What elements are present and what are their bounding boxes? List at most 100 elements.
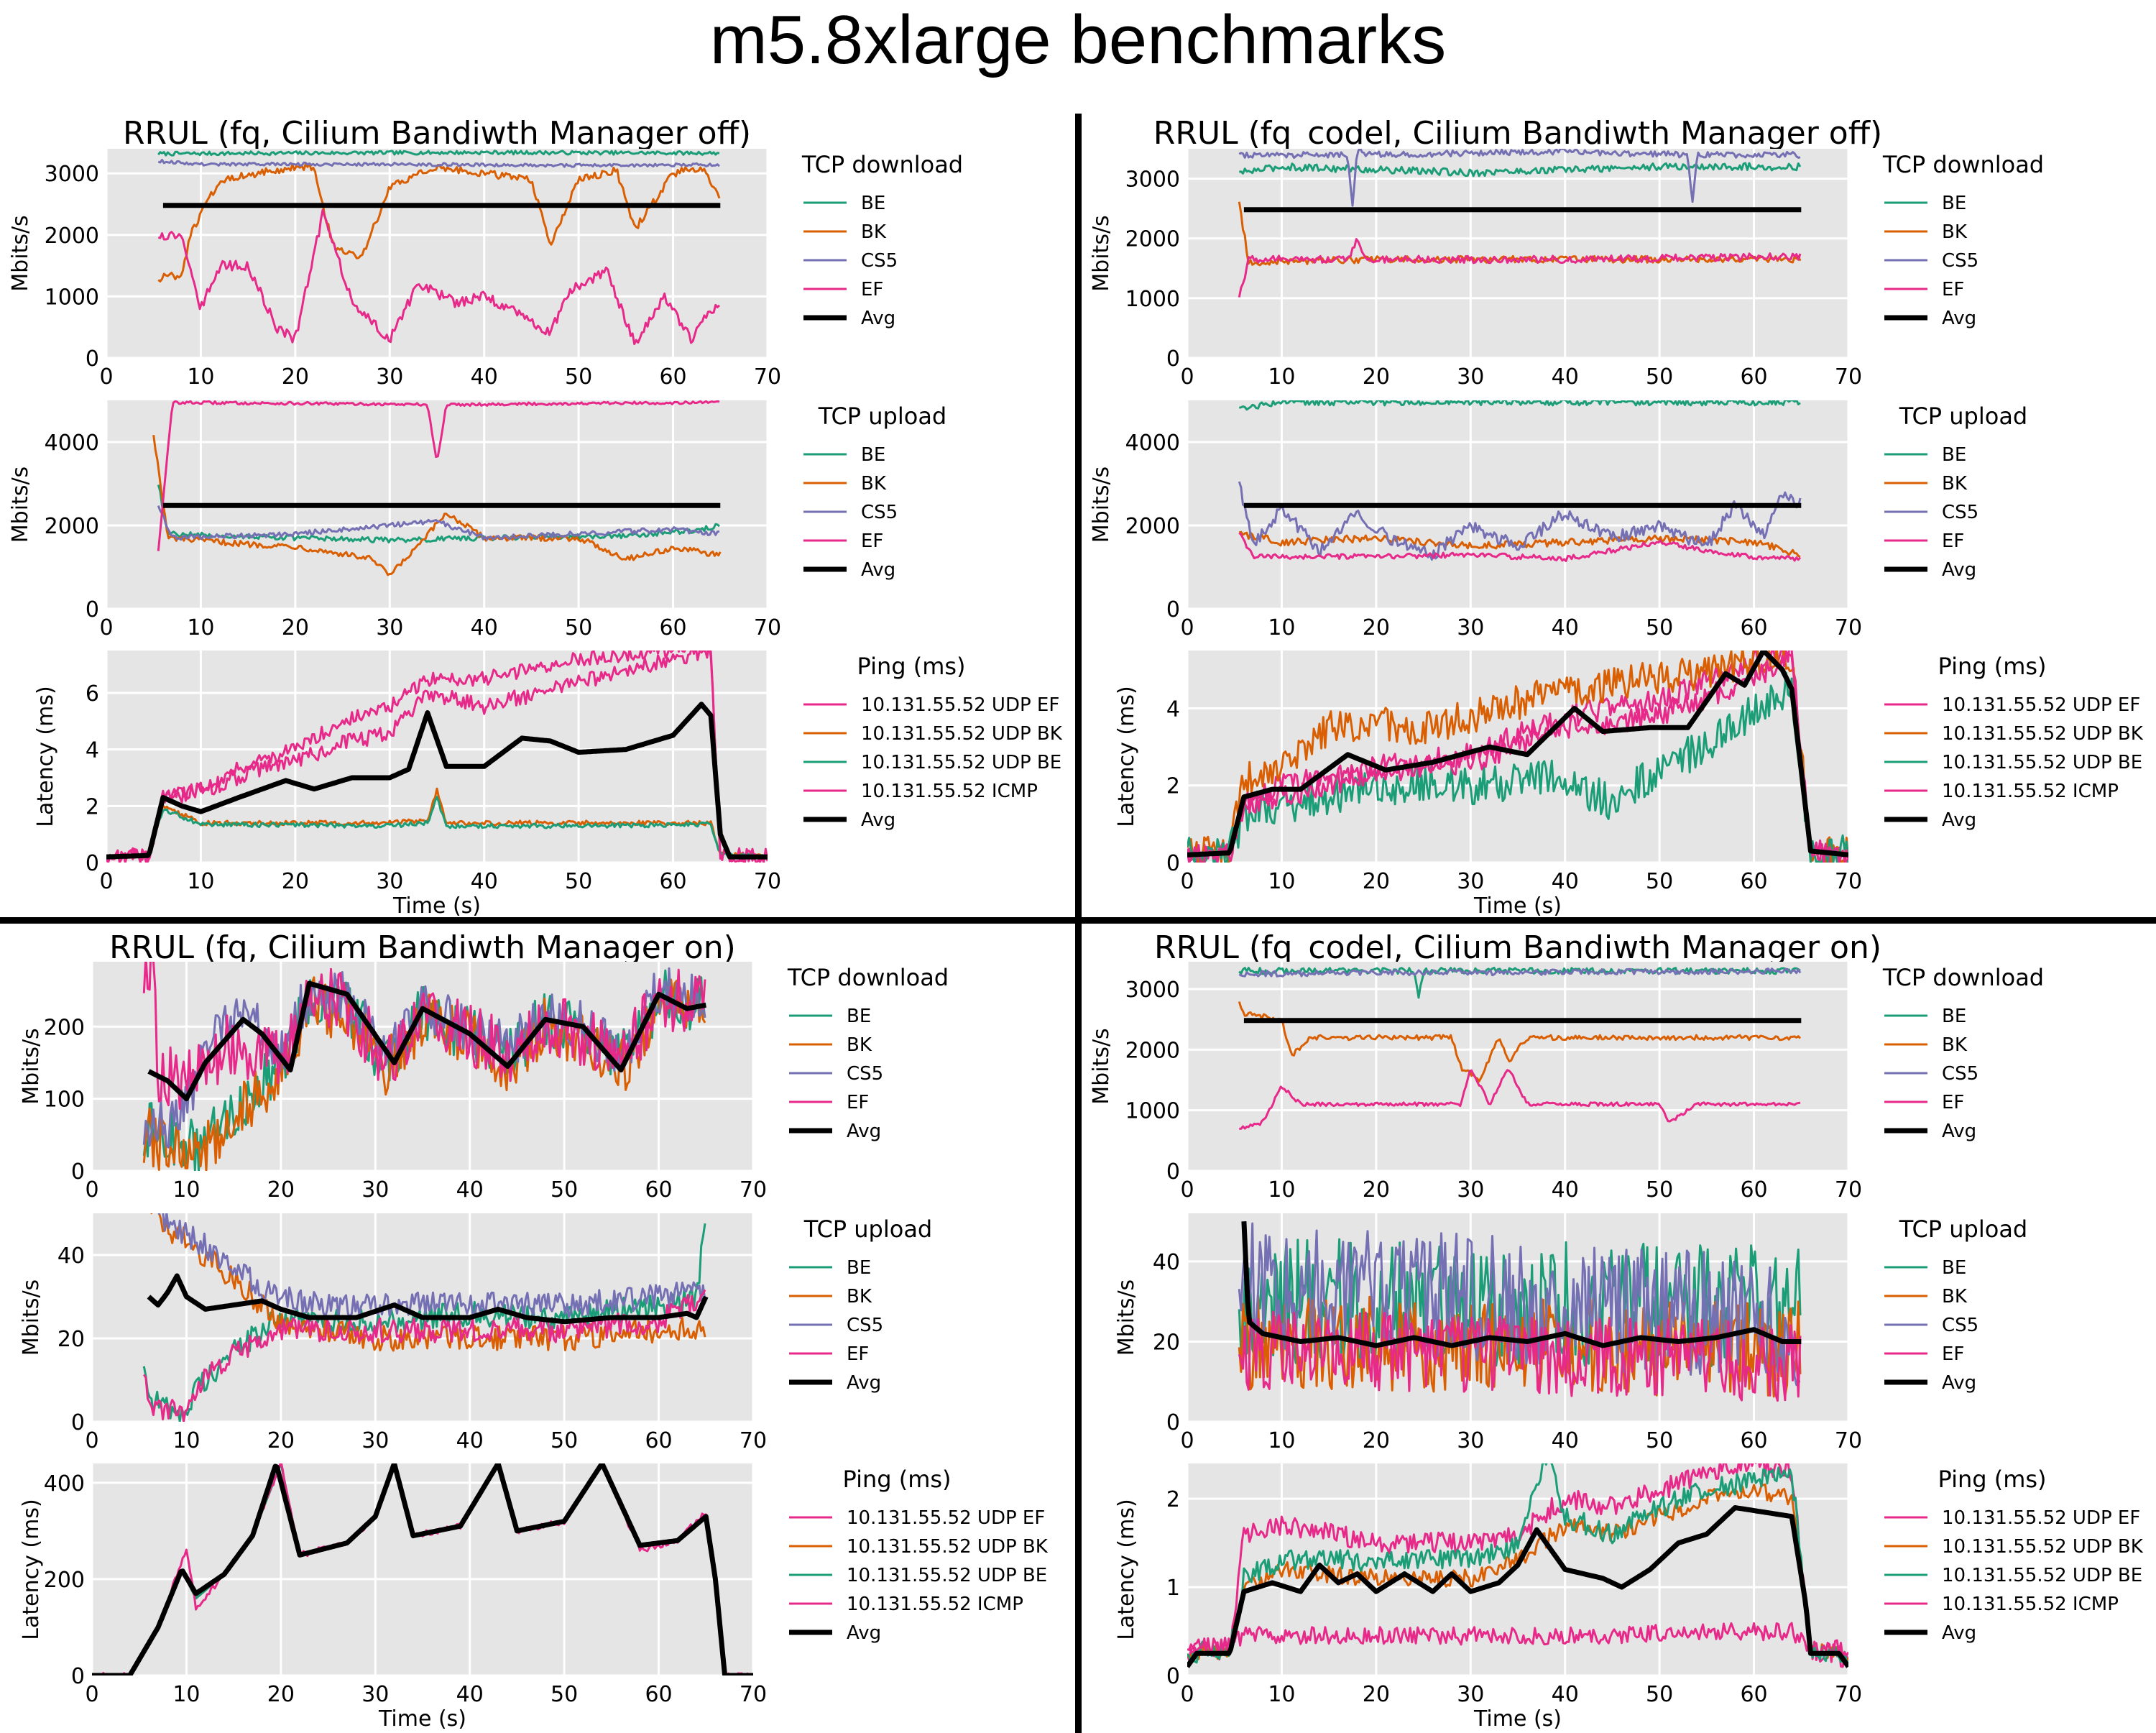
legend-entry: BE bbox=[1942, 1006, 1966, 1027]
legend: TCP upload BE BK CS5 EF Avg bbox=[1884, 403, 2027, 581]
x-tick-label: 0 bbox=[1180, 615, 1194, 640]
x-tick-label: 30 bbox=[1457, 1177, 1484, 1203]
legend-entry: BK bbox=[1942, 1034, 1968, 1056]
legend-entry: Avg bbox=[861, 809, 895, 831]
y-tick-label: 0 bbox=[71, 1664, 85, 1689]
y-tick-label: 4000 bbox=[45, 431, 99, 456]
chart-title: RRUL (fq_codel, Cilium Bandiwth Manager … bbox=[1154, 929, 1881, 966]
legend-entry: EF bbox=[847, 1343, 869, 1365]
series-line-ef bbox=[1238, 238, 1802, 298]
x-tick-label: 40 bbox=[471, 869, 498, 894]
legend-entry: Avg bbox=[1942, 809, 1976, 831]
legend-title: TCP download bbox=[1882, 964, 2044, 991]
y-tick-label: 0 bbox=[1166, 597, 1180, 622]
y-axis-label: Mbits/s bbox=[1089, 1028, 1114, 1104]
x-tick-label: 10 bbox=[172, 1428, 200, 1453]
x-tick-label: 30 bbox=[376, 364, 403, 390]
x-tick-label: 60 bbox=[1740, 1428, 1767, 1453]
x-tick-label: 40 bbox=[1552, 869, 1579, 894]
x-tick-label: 10 bbox=[187, 615, 214, 640]
panel-3: 0 10 20 30 40 50 60 70 0 1 2 Latency (ms) Time (s) Pi… bbox=[1114, 1463, 2144, 1732]
y-tick-label: 3000 bbox=[1125, 167, 1180, 193]
x-tick-label: 20 bbox=[282, 615, 309, 640]
legend: Ping (ms) 10.131.55.52 UDP EF 10.131.55.52… bbox=[1884, 653, 2144, 831]
series-line-avg bbox=[147, 980, 707, 1102]
series-line-ef bbox=[157, 208, 721, 346]
x-tick-label: 50 bbox=[1646, 364, 1673, 390]
x-tick-label: 40 bbox=[471, 364, 498, 390]
legend-title: TCP upload bbox=[1899, 403, 2027, 430]
x-tick-label: 20 bbox=[282, 869, 309, 894]
y-tick-label: 2000 bbox=[1125, 514, 1180, 539]
plot-area bbox=[1187, 962, 1848, 1171]
x-tick-label: 50 bbox=[550, 1682, 578, 1707]
x-tick-label: 20 bbox=[267, 1177, 295, 1203]
legend-entry: 10.131.55.52 ICMP bbox=[1942, 781, 2119, 802]
x-tick-label: 70 bbox=[740, 1682, 767, 1707]
y-tick-label: 2000 bbox=[1125, 227, 1180, 252]
legend: TCP download BE BK CS5 EF Avg bbox=[787, 964, 949, 1142]
legend-entry: CS5 bbox=[847, 1315, 883, 1336]
x-tick-label: 60 bbox=[1740, 1177, 1767, 1203]
x-tick-label: 30 bbox=[1457, 869, 1484, 894]
x-tick-label: 60 bbox=[645, 1177, 672, 1203]
y-tick-label: 0 bbox=[86, 597, 99, 622]
legend-entry: EF bbox=[1942, 279, 1964, 300]
x-tick-label: 40 bbox=[1552, 1177, 1579, 1203]
legend-title: Ping (ms) bbox=[1938, 653, 2046, 680]
series-line-10-131-55-52-udp-ef bbox=[1187, 651, 1848, 863]
x-tick-label: 10 bbox=[1268, 869, 1295, 894]
x-tick-label: 0 bbox=[85, 1428, 98, 1453]
chart-q3: RRUL (fq, Cilium Bandiwth Manager on) 0 10… bbox=[19, 929, 1049, 1732]
plot-area bbox=[1187, 149, 1848, 358]
x-tick-label: 70 bbox=[740, 1177, 767, 1203]
legend-entry: 10.131.55.52 UDP BE bbox=[1942, 752, 2142, 773]
y-tick-label: 1000 bbox=[1125, 1099, 1180, 1124]
legend-entry: 10.131.55.52 UDP BE bbox=[847, 1565, 1047, 1586]
x-tick-label: 20 bbox=[267, 1682, 295, 1707]
y-axis-label: Latency (ms) bbox=[1114, 686, 1139, 827]
panel-2: 0 10 20 30 40 50 60 70 0 2000 4000 Mbits/s TCP uploa… bbox=[8, 400, 946, 640]
x-tick-label: 0 bbox=[1180, 869, 1194, 894]
y-axis-label: Mbits/s bbox=[1089, 215, 1114, 291]
y-tick-label: 6 bbox=[86, 681, 99, 707]
x-tick-label: 0 bbox=[99, 869, 113, 894]
legend: Ping (ms) 10.131.55.52 UDP EF 10.131.55.52… bbox=[803, 653, 1063, 831]
series-line-ef bbox=[1239, 1069, 1801, 1130]
x-tick-label: 60 bbox=[1740, 1682, 1767, 1707]
legend-entry: Avg bbox=[1942, 1121, 1976, 1142]
x-tick-label: 20 bbox=[267, 1428, 295, 1453]
x-tick-label: 30 bbox=[361, 1682, 389, 1707]
y-tick-label: 0 bbox=[1166, 851, 1180, 876]
legend: TCP upload BE BK CS5 EF Avg bbox=[789, 1215, 932, 1394]
series-line-10-131-55-52-icmp bbox=[1187, 1622, 1848, 1659]
legend-entry: BK bbox=[1942, 473, 1968, 495]
x-tick-label: 10 bbox=[1268, 1682, 1295, 1707]
y-tick-label: 200 bbox=[44, 1015, 85, 1040]
x-tick-label: 50 bbox=[1646, 1428, 1673, 1453]
legend-entry: 10.131.55.52 UDP EF bbox=[1942, 694, 2140, 716]
legend: TCP upload BE BK CS5 EF Avg bbox=[803, 403, 946, 581]
y-tick-label: 20 bbox=[1153, 1330, 1180, 1355]
series-line-cs5 bbox=[1238, 149, 1801, 207]
legend: Ping (ms) 10.131.55.52 UDP EF 10.131.55.52… bbox=[1884, 1466, 2144, 1644]
legend-entry: 10.131.55.52 UDP BK bbox=[847, 1536, 1049, 1558]
x-tick-label: 60 bbox=[1740, 615, 1767, 640]
legend-title: TCP upload bbox=[818, 403, 946, 430]
x-axis-label: Time (s) bbox=[1473, 893, 1562, 919]
legend-entry: 10.131.55.52 ICMP bbox=[861, 781, 1038, 802]
y-tick-label: 2 bbox=[1166, 774, 1180, 799]
y-tick-label: 40 bbox=[1153, 1250, 1180, 1275]
series-line-ef bbox=[1238, 532, 1802, 562]
x-tick-label: 30 bbox=[1457, 1428, 1484, 1453]
legend-entry: 10.131.55.52 UDP BE bbox=[1942, 1565, 2142, 1586]
x-axis-label: Time (s) bbox=[392, 893, 481, 919]
x-tick-label: 10 bbox=[1268, 1428, 1295, 1453]
legend-entry: EF bbox=[847, 1092, 869, 1113]
legend-entry: Avg bbox=[1942, 1622, 1976, 1644]
legend-entry: CS5 bbox=[847, 1063, 883, 1085]
legend-entry: Avg bbox=[847, 1121, 881, 1142]
legend-entry: EF bbox=[1942, 1343, 1964, 1365]
x-tick-label: 70 bbox=[740, 1428, 767, 1453]
